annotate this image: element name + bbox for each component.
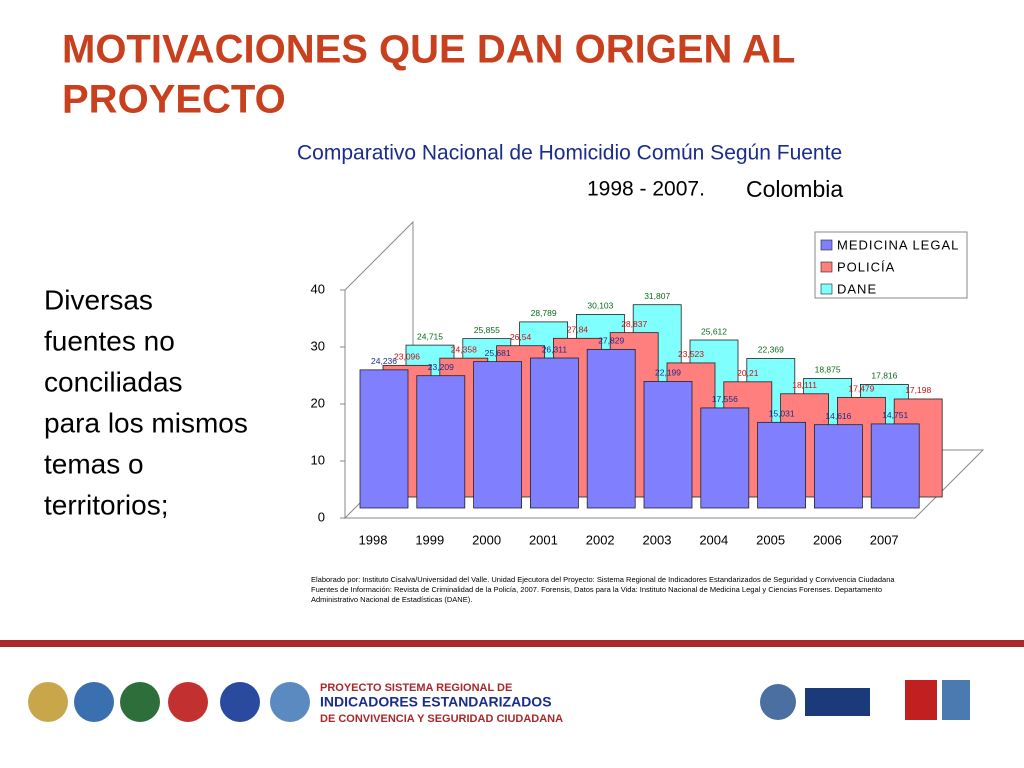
value-label: 28,789 <box>531 308 557 318</box>
y-tick-label: 30 <box>311 338 325 353</box>
chart-title: Comparativo Nacional de Homicidio Común … <box>297 142 842 165</box>
bar <box>473 361 523 509</box>
value-label: 22,199 <box>655 368 681 378</box>
slide-title-1: MOTIVACIONES QUE DAN ORIGEN AL <box>62 28 795 72</box>
value-label: 26,311 <box>542 344 568 354</box>
value-label: 25,612 <box>701 326 727 336</box>
value-label: 17,816 <box>871 371 897 381</box>
value-label: 27,84 <box>567 325 589 335</box>
value-label: 26,54 <box>510 332 532 342</box>
y-tick-label: 20 <box>311 395 325 410</box>
value-label: 17,479 <box>848 384 874 394</box>
value-label: 25,681 <box>485 348 511 358</box>
value-label: 28,837 <box>621 319 647 329</box>
value-label: 15,031 <box>769 409 795 419</box>
value-label: 24,358 <box>451 344 477 354</box>
body-line: fuentes no <box>44 325 175 356</box>
chart-region: Colombia <box>746 176 843 202</box>
bar <box>700 407 750 509</box>
legend-label: DANE <box>837 281 877 296</box>
body-line: territorios; <box>44 489 168 520</box>
value-label: 22,369 <box>758 345 784 355</box>
source-note: Elaborado por: Instituto Cisalva/Univers… <box>311 575 895 584</box>
x-tick-label: 1999 <box>415 532 444 547</box>
x-tick-label: 2007 <box>870 532 899 547</box>
x-tick-label: 2006 <box>813 532 842 547</box>
slide-title-2: PROYECTO <box>62 78 286 122</box>
bar <box>814 424 863 509</box>
value-label: 30,103 <box>587 301 613 311</box>
footer-line: DE CONVIVENCIA Y SEGURIDAD CIUDADANA <box>320 713 563 725</box>
y-tick-label: 0 <box>318 509 325 524</box>
source-note: Fuentes de Información: Revista de Crimi… <box>311 585 882 594</box>
bar <box>586 348 636 509</box>
value-label: 27,829 <box>598 336 624 346</box>
x-tick-label: 2003 <box>643 532 672 547</box>
footer-line: INDICADORES ESTANDARIZADOS <box>320 694 552 710</box>
legend <box>814 231 968 299</box>
legend-swatch <box>820 239 833 251</box>
x-tick-label: 2005 <box>756 532 785 547</box>
value-label: 14,751 <box>882 410 908 420</box>
x-tick-label: 2001 <box>529 532 558 547</box>
value-label: 23,523 <box>678 349 704 359</box>
value-label: 24,236 <box>371 356 397 366</box>
body-line: temas o <box>44 448 144 479</box>
value-label: 18,875 <box>815 365 841 375</box>
value-label: 17,198 <box>905 385 931 395</box>
x-tick-label: 2002 <box>586 532 615 547</box>
y-tick-label: 40 <box>311 281 325 296</box>
bar <box>530 357 579 509</box>
value-label: 14,616 <box>825 411 851 421</box>
value-label: 18,111 <box>792 380 817 390</box>
chart-subtitle: 1998 - 2007. <box>587 178 705 201</box>
bar <box>757 421 806 509</box>
footer-line: PROYECTO SISTEMA REGIONAL DE <box>320 682 512 694</box>
value-label: 25,855 <box>474 325 500 335</box>
legend-label: MEDICINA LEGAL <box>837 237 959 252</box>
bar <box>416 375 466 509</box>
body-line: para los mismos <box>44 407 248 438</box>
value-label: 23,096 <box>394 352 420 362</box>
legend-label: POLICÍA <box>837 259 895 274</box>
x-tick-label: 1998 <box>359 532 388 547</box>
body-text: Diversas fuentes no conciliadas para los mi… <box>44 284 248 520</box>
y-tick-label: 10 <box>311 452 325 467</box>
x-tick-label: 2004 <box>699 532 728 547</box>
value-label: 17,556 <box>712 394 738 404</box>
bar <box>359 369 409 509</box>
value-label: 23,209 <box>428 362 454 372</box>
body-line: conciliadas <box>44 366 183 397</box>
value-label: 31,807 <box>644 291 670 301</box>
footer-rule <box>0 640 1024 647</box>
logos <box>28 680 970 722</box>
legend-swatch <box>820 283 833 295</box>
value-label: 20,21 <box>737 368 759 378</box>
source-note: Administrativo Nacional de Estadísticas … <box>311 595 472 604</box>
bar <box>870 423 920 509</box>
bar <box>643 381 693 509</box>
body-line: Diversas <box>44 284 153 315</box>
value-label: 24,715 <box>417 331 443 341</box>
x-tick-label: 2000 <box>472 532 501 547</box>
legend-swatch <box>820 261 833 273</box>
